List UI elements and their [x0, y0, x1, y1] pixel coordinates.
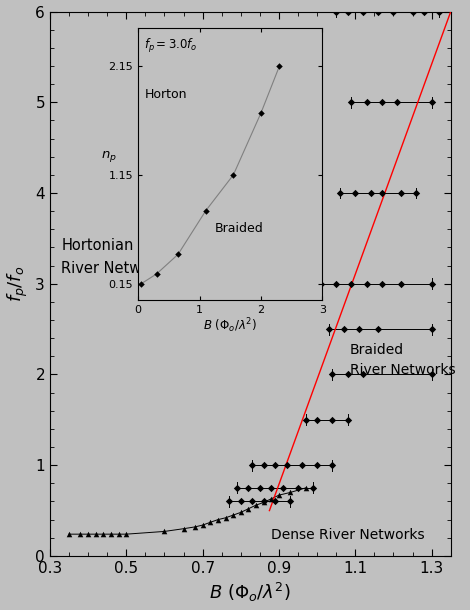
- Point: [355, 325, 363, 334]
- Point: [271, 497, 279, 506]
- Point: [256, 483, 264, 493]
- Point: [317, 279, 325, 289]
- Point: [332, 279, 340, 289]
- Point: [428, 325, 435, 334]
- Point: [77, 529, 84, 539]
- Point: [302, 415, 309, 425]
- Point: [344, 7, 352, 16]
- Point: [378, 98, 386, 107]
- Point: [229, 510, 237, 520]
- Point: [245, 504, 252, 514]
- Point: [222, 513, 229, 523]
- Point: [375, 7, 382, 16]
- Y-axis label: $f_p/f_o$: $f_p/f_o$: [6, 265, 30, 302]
- Point: [348, 279, 355, 289]
- Point: [428, 279, 435, 289]
- Point: [348, 98, 355, 107]
- Point: [65, 529, 73, 539]
- Point: [226, 497, 233, 506]
- Point: [393, 98, 401, 107]
- Point: [332, 7, 340, 16]
- Point: [275, 490, 283, 500]
- Point: [397, 188, 405, 198]
- Point: [214, 515, 222, 525]
- Point: [260, 497, 267, 506]
- Point: [310, 483, 317, 493]
- Point: [397, 279, 405, 289]
- Point: [375, 325, 382, 334]
- Point: [267, 494, 275, 504]
- Point: [199, 520, 206, 530]
- Point: [260, 461, 267, 470]
- Point: [233, 483, 241, 493]
- Point: [352, 188, 359, 198]
- Point: [237, 497, 244, 506]
- Point: [249, 497, 256, 506]
- Point: [420, 7, 428, 16]
- Point: [359, 370, 367, 379]
- Point: [92, 529, 100, 539]
- Point: [363, 98, 370, 107]
- Point: [123, 529, 130, 539]
- Point: [180, 524, 187, 534]
- X-axis label: $B\ (\Phi_o/\lambda^2)$: $B\ (\Phi_o/\lambda^2)$: [210, 581, 291, 605]
- Point: [313, 415, 321, 425]
- Point: [252, 500, 260, 510]
- Point: [294, 483, 302, 493]
- Point: [313, 461, 321, 470]
- Point: [325, 325, 332, 334]
- Point: [115, 529, 122, 539]
- Text: Braided
River Networks: Braided River Networks: [350, 343, 455, 378]
- Text: Dense River Networks: Dense River Networks: [271, 528, 425, 542]
- Point: [249, 461, 256, 470]
- Text: Hortonian
River Networks: Hortonian River Networks: [62, 239, 173, 276]
- Point: [428, 370, 435, 379]
- Point: [161, 526, 168, 536]
- Point: [107, 529, 115, 539]
- Point: [100, 529, 107, 539]
- Point: [378, 188, 386, 198]
- Point: [340, 325, 348, 334]
- Point: [84, 529, 92, 539]
- Point: [267, 483, 275, 493]
- Point: [344, 370, 352, 379]
- Point: [206, 517, 214, 527]
- Point: [298, 461, 306, 470]
- Point: [336, 188, 344, 198]
- Point: [363, 279, 370, 289]
- Point: [409, 7, 416, 16]
- Point: [344, 415, 352, 425]
- Point: [329, 370, 336, 379]
- Point: [245, 483, 252, 493]
- Point: [413, 188, 420, 198]
- Point: [329, 415, 336, 425]
- Point: [359, 7, 367, 16]
- Point: [271, 461, 279, 470]
- Point: [283, 461, 290, 470]
- Point: [390, 7, 397, 16]
- Point: [191, 522, 199, 532]
- Point: [329, 461, 336, 470]
- Point: [428, 98, 435, 107]
- Point: [287, 487, 294, 497]
- Point: [287, 497, 294, 506]
- Point: [279, 483, 287, 493]
- Point: [367, 188, 374, 198]
- Point: [237, 508, 244, 517]
- Point: [260, 498, 267, 508]
- Point: [436, 7, 443, 16]
- Point: [302, 483, 309, 493]
- Point: [378, 279, 386, 289]
